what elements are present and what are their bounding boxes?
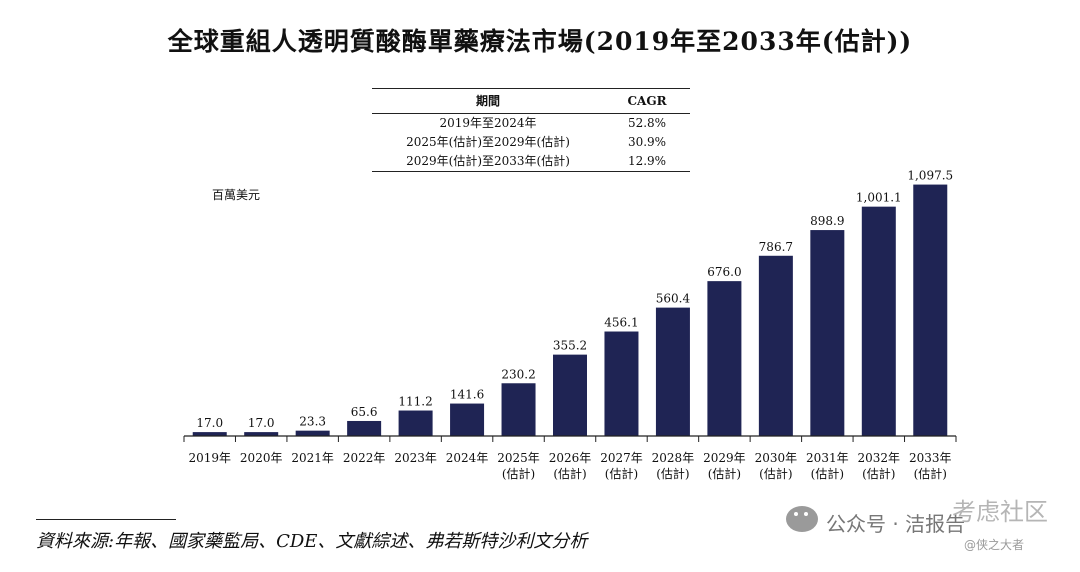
- data-label: 65.6: [351, 405, 378, 419]
- data-label: 1,001.1: [856, 191, 902, 205]
- x-tick-label: 2030年: [755, 451, 798, 465]
- x-tick-label: 2032年: [858, 451, 901, 465]
- x-tick-label: 2019年: [188, 451, 231, 465]
- table-bottom-rule: [372, 171, 690, 172]
- x-tick-label: 2033年: [909, 451, 952, 465]
- x-tick-label: 2021年: [291, 451, 334, 465]
- x-tick-label: (估計): [656, 466, 689, 481]
- data-label: 456.1: [604, 316, 638, 330]
- table-row: 2029年(估計)至2033年(估計) 12.9%: [372, 152, 690, 171]
- wechat-icon: [786, 506, 818, 532]
- table-row: 2019年至2024年 52.8%: [372, 114, 690, 133]
- bar: [707, 281, 742, 436]
- data-label: 17.0: [196, 416, 223, 430]
- x-tick-label: 2025年: [497, 451, 540, 465]
- watermark-wechat: 公众号 · 洁报告: [826, 512, 966, 536]
- x-tick-label: 2031年: [806, 451, 849, 465]
- cagr-cell: 30.9%: [627, 135, 667, 149]
- data-label: 111.2: [398, 395, 432, 409]
- data-label: 23.3: [299, 415, 326, 429]
- x-tick-label: (估計): [759, 466, 792, 481]
- data-label: 230.2: [501, 367, 535, 381]
- x-tick-label: 2028年: [652, 451, 695, 465]
- x-tick-label: 2027年: [600, 451, 643, 465]
- data-label: 1,097.5: [907, 169, 953, 183]
- bar: [450, 403, 485, 436]
- table-row: 2025年(估計)至2029年(估計) 30.9%: [372, 133, 690, 152]
- chart-title: 全球重組人透明質酸酶單藥療法市場(2019年至2033年(估計)): [167, 27, 913, 56]
- bar: [192, 432, 227, 436]
- x-tick-label: 2022年: [343, 451, 386, 465]
- cagr-cell: 12.9%: [627, 154, 667, 168]
- bar: [604, 331, 639, 436]
- watermark: 公众号 · 洁报告 考虑社区 @侠之大者: [786, 490, 1076, 560]
- bar: [244, 432, 279, 436]
- bar: [501, 383, 536, 436]
- period-header: 期間: [475, 94, 500, 108]
- bar: [553, 354, 587, 436]
- data-label: 786.7: [759, 240, 793, 254]
- x-tick-label: 2029年: [703, 451, 746, 465]
- watermark-handle: @侠之大者: [964, 538, 1025, 552]
- bar: [758, 255, 793, 436]
- table-top-rule: [372, 88, 690, 89]
- bar: [347, 420, 382, 436]
- x-tick-label: (估計): [502, 466, 535, 481]
- bar: [295, 430, 330, 436]
- source-note: 資料來源:年報、國家藥監局、CDE、文獻綜述、弗若斯特沙利文分析: [36, 531, 588, 552]
- x-tick-label: (估計): [605, 466, 638, 481]
- data-label: 676.0: [707, 265, 741, 279]
- x-tick-label: 2026年: [549, 451, 592, 465]
- table-header-row: 期間 CAGR: [372, 89, 690, 113]
- watermark-community: 考虑社区: [952, 498, 1048, 526]
- bar: [913, 184, 948, 436]
- x-tick-label: (估計): [708, 466, 741, 481]
- x-tick-label: (估計): [811, 466, 844, 481]
- cagr-table: 期間 CAGR 2019年至2024年 52.8% 2025年(估計)至2029…: [372, 88, 690, 172]
- x-tick-label: 2020年: [240, 451, 283, 465]
- period-cell: 2025年(估計)至2029年(估計): [406, 135, 570, 149]
- x-tick-label: 2023年: [394, 451, 437, 465]
- source-rule: [36, 519, 176, 520]
- data-label: 898.9: [810, 214, 844, 228]
- data-label: 17.0: [248, 416, 275, 430]
- data-label: 355.2: [553, 339, 587, 353]
- cagr-cell: 52.8%: [627, 116, 667, 130]
- table-header-rule: [372, 113, 690, 114]
- bar: [861, 206, 896, 436]
- x-tick-label: (估計): [553, 466, 586, 481]
- x-tick-label: (估計): [914, 466, 947, 481]
- period-cell: 2029年(估計)至2033年(估計): [406, 154, 570, 168]
- x-tick-label: (估計): [862, 466, 895, 481]
- bar: [398, 410, 433, 436]
- data-label: 141.6: [450, 388, 484, 402]
- cagr-header: CAGR: [627, 94, 667, 108]
- data-label: 560.4: [656, 292, 691, 306]
- x-tick-label: 2024年: [446, 451, 489, 465]
- bar: [810, 230, 845, 436]
- y-unit-label: 百萬美元: [212, 188, 261, 202]
- period-cell: 2019年至2024年: [439, 116, 537, 130]
- bar: [655, 307, 690, 436]
